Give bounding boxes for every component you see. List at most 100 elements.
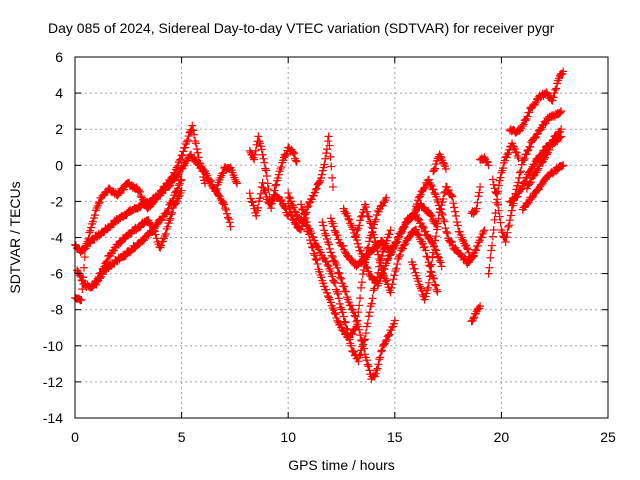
data-point-marker: [423, 285, 432, 294]
data-point-marker: [348, 329, 357, 338]
data-point-marker: [492, 189, 501, 198]
data-point-marker: [198, 167, 207, 176]
data-point-marker: [406, 214, 415, 223]
data-point-marker: [347, 341, 356, 350]
data-point-marker: [360, 350, 369, 359]
data-point-marker: [357, 278, 366, 287]
data-point-marker: [439, 215, 448, 224]
data-point-marker: [187, 125, 196, 134]
data-point-marker: [148, 227, 157, 236]
data-point-marker: [333, 289, 342, 298]
data-point-marker: [496, 218, 505, 227]
data-point-marker: [430, 280, 439, 289]
data-point-marker: [503, 228, 512, 237]
data-point-marker: [392, 264, 401, 273]
data-point-marker: [494, 181, 503, 190]
data-point-marker: [290, 218, 299, 227]
data-point-marker: [315, 267, 324, 276]
data-point-marker: [432, 225, 441, 234]
data-point-marker: [468, 316, 477, 325]
data-point-marker: [414, 231, 423, 240]
data-point-marker: [292, 219, 301, 228]
data-point-marker: [310, 251, 319, 260]
data-point-marker: [386, 226, 395, 235]
data-point-marker: [484, 161, 493, 170]
data-point-marker: [536, 151, 545, 160]
data-point-marker: [182, 137, 191, 146]
y-tick-label: 6: [55, 49, 63, 65]
data-point-marker: [490, 215, 499, 224]
data-point-marker: [463, 259, 472, 268]
data-point-marker: [434, 198, 443, 207]
data-point-marker: [493, 195, 502, 204]
data-point-marker: [555, 109, 564, 118]
x-axis-label: GPS time / hours: [288, 457, 395, 473]
data-point-marker: [416, 282, 425, 291]
data-point-marker: [437, 209, 446, 218]
y-tick-label: -6: [51, 266, 64, 282]
data-point-marker: [220, 200, 229, 209]
axis-ticks: 0 5 10 15 20 25 -14 -12 -10 -8 -6 -4 -2 0 2 4 6: [43, 49, 616, 445]
data-point-marker: [512, 148, 521, 157]
data-point-marker: [424, 175, 433, 184]
data-track: [412, 175, 478, 268]
data-point-marker: [85, 228, 94, 237]
data-point-marker: [488, 232, 497, 241]
data-point-marker: [557, 107, 566, 116]
data-point-marker: [487, 246, 496, 255]
data-point-marker: [342, 324, 351, 333]
data-point-marker: [495, 212, 504, 221]
data-point-marker: [426, 180, 435, 189]
data-point-marker: [315, 178, 324, 187]
data-point-marker: [523, 200, 532, 209]
data-point-marker: [403, 217, 412, 226]
data-point-marker: [434, 214, 443, 223]
x-tick-label: 0: [71, 429, 79, 445]
data-point-marker: [361, 258, 370, 267]
data-point-marker: [340, 317, 349, 326]
data-point-marker: [549, 167, 558, 176]
data-point-marker: [77, 296, 86, 305]
data-point-marker: [428, 253, 437, 262]
data-point-marker: [528, 193, 537, 202]
data-point-marker: [176, 176, 185, 185]
data-point-marker: [88, 219, 97, 228]
data-point-marker: [260, 186, 269, 195]
data-point-marker: [475, 188, 484, 197]
data-point-marker: [173, 161, 182, 170]
data-point-marker: [212, 184, 221, 193]
data-point-marker: [79, 273, 88, 282]
data-point-marker: [435, 150, 444, 159]
data-point-marker: [355, 351, 364, 360]
data-point-marker: [337, 274, 346, 283]
data-point-marker: [298, 205, 307, 214]
data-point-marker: [390, 316, 399, 325]
data-point-marker: [419, 223, 428, 232]
data-point-marker: [536, 125, 545, 134]
data-point-marker: [271, 181, 280, 190]
data-point-marker: [290, 207, 299, 216]
data-point-marker: [374, 279, 383, 288]
data-point-marker: [378, 346, 387, 355]
data-point-marker: [494, 206, 503, 215]
data-point-marker: [414, 230, 423, 239]
data-point-marker: [299, 209, 308, 218]
data-point-marker: [380, 198, 389, 207]
data-point-marker: [473, 198, 482, 207]
data-point-marker: [221, 204, 230, 213]
data-point-marker: [367, 299, 376, 308]
data-point-marker: [232, 177, 241, 186]
data-point-marker: [364, 312, 373, 321]
data-point-marker: [405, 232, 414, 241]
data-point-marker: [421, 246, 430, 255]
data-point-marker: [488, 241, 497, 250]
data-point-marker: [488, 175, 497, 184]
data-point-marker: [452, 217, 461, 226]
data-point-marker: [433, 219, 442, 228]
data-point-marker: [390, 241, 399, 250]
x-tick-label: 5: [178, 429, 186, 445]
data-point-marker: [474, 238, 483, 247]
data-track: [318, 218, 399, 384]
data-point-marker: [317, 170, 326, 179]
data-point-marker: [377, 347, 386, 356]
